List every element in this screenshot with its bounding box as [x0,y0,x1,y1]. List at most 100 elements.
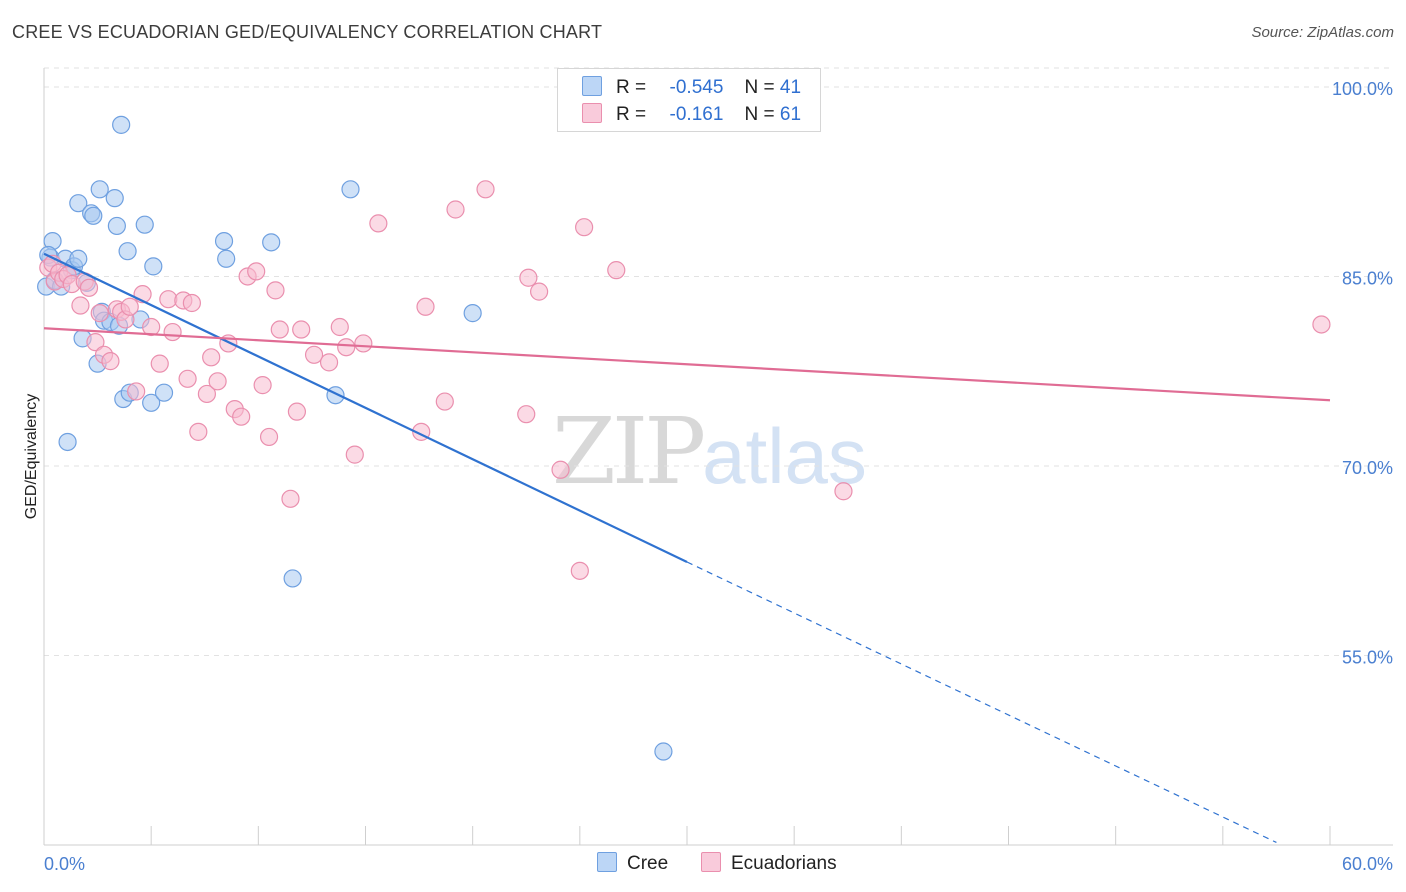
cree-point-6 [58,432,77,452]
ecuadorians-point-56 [519,268,538,287]
cree-point-34 [262,233,281,252]
ecuadorians-trend-line [43,327,1331,402]
ecuadorians-point-58 [551,460,570,479]
bottom-ecuadorians-label: Ecuadorians [731,853,837,874]
ecuadorians-point-30 [208,372,227,391]
cree-point-23 [112,115,131,134]
cree-point-29 [142,393,161,412]
legend-r-label-cree: R = [616,77,647,98]
ecuadorians-point-25 [178,369,197,388]
y-tick-label-3: 55.0% [1342,647,1393,667]
bottom-cree-label: Cree [627,853,669,874]
ecuadorians-point-55 [517,405,536,424]
legend-n-value-cree: 41 [779,77,802,98]
ecuadorians-point-36 [253,376,272,395]
cree-point-37 [341,180,360,199]
ecuadorians-point-39 [270,320,289,339]
cree-point-28 [135,215,154,234]
ecuadorians-point-49 [369,214,388,233]
ecuadorians-point-21 [150,354,169,373]
ecuadorians-point-61 [607,261,626,280]
ecuadorians-point-37 [259,427,279,447]
y-axis-label: GED/Equivalency [23,394,40,519]
ecuadorians-point-10 [86,333,105,352]
ecuadorians-point-52 [435,392,454,411]
ecuadorians-point-23 [163,322,182,342]
ecuadorians-point-11 [90,304,109,323]
ecuadorians-point-54 [476,180,495,199]
ecuadorians-point-33 [232,407,251,426]
ecuadorians-point-43 [304,345,324,364]
ecuadorians-point-40 [281,489,300,508]
ecuadorians-point-26 [182,293,201,313]
cree-point-30 [144,257,163,276]
ecuadorians-point-48 [354,334,373,353]
cree-point-20 [105,189,124,208]
ecuadorians-point-13 [101,352,120,371]
cree-point-38 [463,304,482,323]
ecuadorians-point-41 [287,402,307,421]
bottom-ecuadorians-swatch [701,852,721,872]
cree-point-14 [84,206,103,225]
bottom-legend-ecuadorians: Ecuadorians [701,852,837,875]
ecuadorians-point-9 [79,278,99,297]
cree-trend-extension [686,561,1277,844]
legend-n-value-ecuadorians: 61 [779,104,802,125]
ecuadorians-point-45 [330,317,349,337]
watermark-zip: ZIP [552,398,706,505]
ecuadorians-point-44 [319,353,339,372]
ecuadorians-swatch [582,103,602,123]
legend-row-ecuadorians: R = -0.161 N = 61 [582,103,801,126]
cree-point-21 [107,216,126,236]
legend-row-cree: R = -0.545 N = 41 [582,76,801,99]
ecuadorians-point-28 [197,384,216,404]
bottom-cree-swatch [597,852,617,872]
watermark: ZIPatlas [552,398,867,505]
cree-swatch [582,76,602,96]
ecuadorians-point-17 [120,297,139,316]
y-tick-label-1: 85.0% [1342,268,1393,288]
x-tick-label-1: 60.0% [1342,854,1393,874]
legend-r-label-ecuadorians: R = [616,104,647,125]
cree-point-35 [283,569,302,588]
legend-r-value-ecuadorians: -0.161 [669,104,724,125]
ecuadorians-point-59 [570,561,589,580]
chart-title: CREE VS ECUADORIAN GED/EQUIVALENCY CORRE… [12,22,603,42]
cree-point-25 [118,242,137,261]
y-tick-label-2: 70.0% [1342,458,1393,478]
cree-point-9 [69,249,88,268]
ecuadorians-point-20 [142,317,161,337]
cree-point-39 [654,742,673,761]
cree-point-16 [90,180,109,199]
ecuadorians-point-63 [1312,315,1331,334]
ecuadorians-point-18 [127,382,146,401]
source-note: Source: ZipAtlas.com [1251,24,1394,41]
y-tick-label-0: 100.0% [1332,79,1393,99]
ecuadorians-point-22 [159,290,178,309]
ecuadorians-point-35 [247,262,266,281]
legend-n-label-cree: N = [744,77,775,98]
legend-n-label-ecuadorians: N = [744,104,775,125]
ecuadorians-point-53 [446,200,465,219]
ecuadorians-point-38 [266,281,285,300]
ecuadorians-point-57 [530,282,549,301]
cree-point-10 [69,194,88,213]
bottom-legend-cree: Cree [597,852,668,875]
ecuadorians-point-27 [189,422,208,441]
legend-r-value-cree: -0.545 [669,77,724,98]
correlation-legend: R = -0.545 N = 41 R = -0.161 N = 61 [557,68,821,132]
ecuadorians-point-47 [345,445,364,464]
ecuadorians-point-46 [337,338,356,357]
ecuadorians-point-42 [292,320,311,339]
ecuadorians-point-62 [834,482,853,501]
ecuadorians-point-60 [575,218,594,237]
ecuadorians-point-51 [416,297,435,316]
cree-point-31 [154,383,174,402]
cree-trend-line [43,252,688,563]
cree-point-33 [217,249,236,268]
cree-point-32 [214,231,234,251]
ecuadorians-point-7 [71,296,90,315]
x-tick-label-0: 0.0% [44,854,85,874]
ecuadorians-point-29 [202,348,221,367]
